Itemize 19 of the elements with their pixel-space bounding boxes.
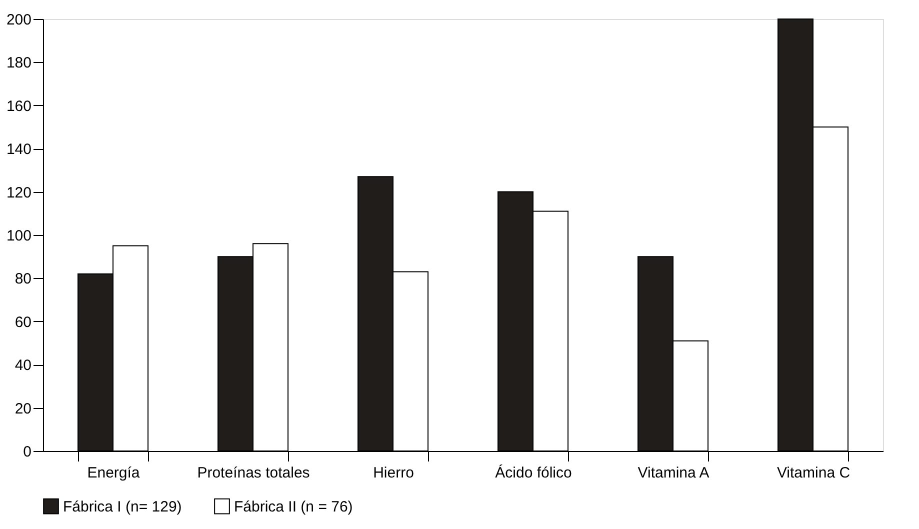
x-tick-label: Proteínas totales	[197, 464, 310, 482]
legend-label: Fábrica II (n = 76)	[234, 498, 353, 516]
y-tick-label: 180	[6, 54, 32, 72]
x-tick-label: Energía	[87, 464, 140, 482]
x-tick-label: Hierro	[373, 464, 414, 482]
y-tick-label: 80	[14, 270, 32, 288]
x-tick-label: Vitamina C	[776, 464, 850, 482]
y-tick-label: 100	[6, 228, 32, 244]
y-tick-label: 20	[14, 400, 32, 418]
y-tick-label: 120	[6, 184, 32, 202]
y-tick-label: 40	[14, 357, 32, 374]
y-tick-label: 60	[14, 314, 32, 331]
legend-label: Fábrica I (n= 129)	[63, 498, 182, 516]
y-tick-label: 140	[6, 141, 32, 158]
y-tick-label: 200	[6, 12, 32, 28]
x-tick-label: Ácido fólico	[495, 464, 572, 482]
y-tick-label: 160	[6, 98, 32, 115]
y-tick-label: 0	[23, 444, 32, 460]
x-tick-label: Vitamina A	[638, 464, 710, 482]
